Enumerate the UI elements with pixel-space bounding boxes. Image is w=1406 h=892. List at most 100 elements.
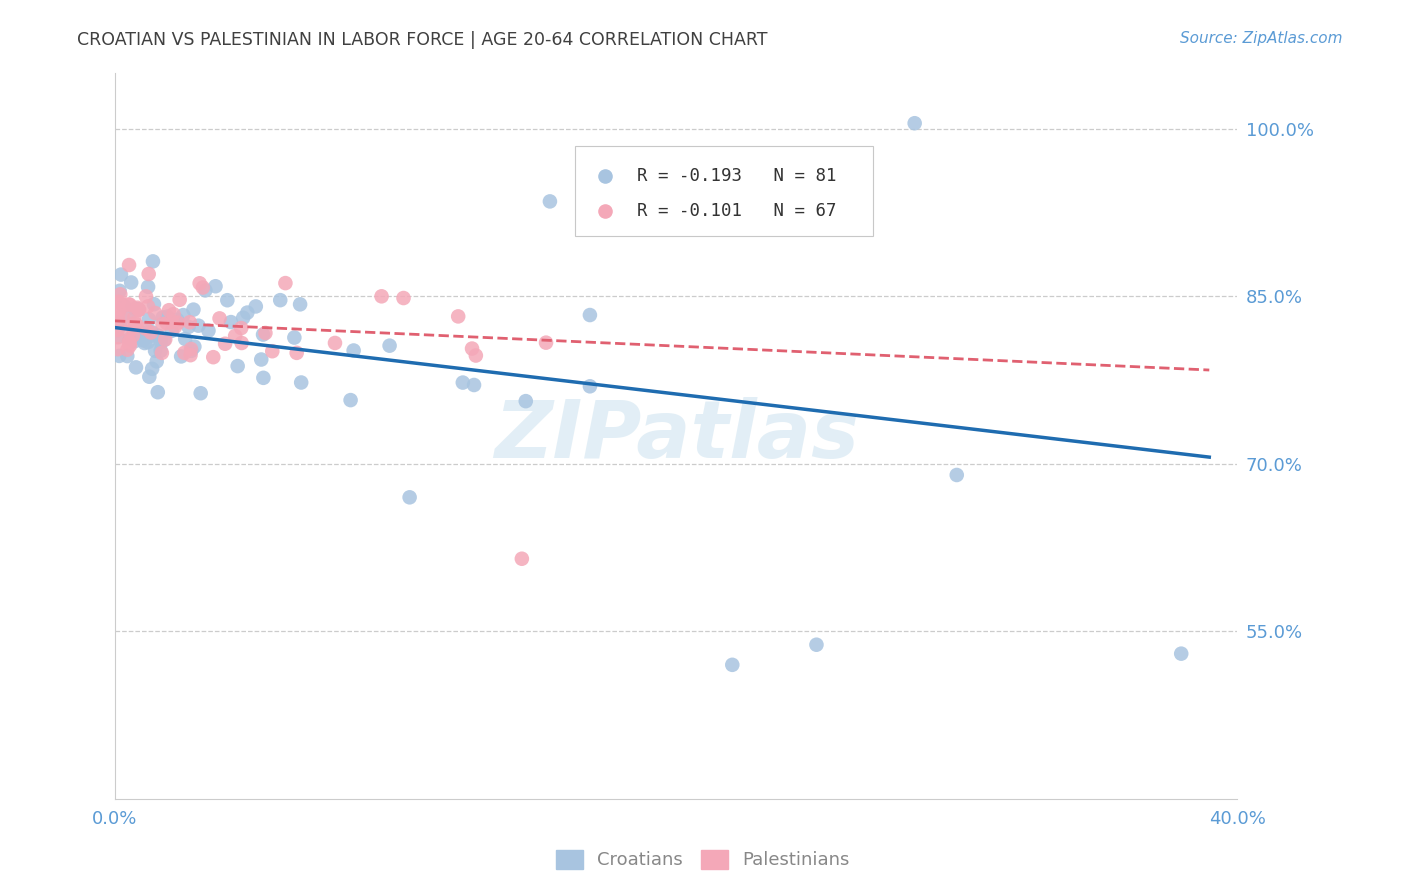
Point: [117, 349, 139, 363]
Point: [217, 293, 239, 308]
Point: [139, 329, 162, 343]
Point: [138, 312, 160, 326]
Legend: Croatians, Palestinians: Croatians, Palestinians: [547, 841, 859, 879]
Point: [125, 318, 148, 332]
Point: [141, 361, 163, 376]
Point: [290, 376, 312, 390]
Point: [118, 338, 141, 352]
Point: [124, 334, 146, 349]
Point: [142, 254, 165, 268]
Point: [118, 258, 141, 272]
Point: [202, 350, 225, 364]
Point: [108, 349, 131, 363]
Point: [463, 378, 485, 392]
Point: [515, 394, 537, 409]
Point: [167, 316, 190, 330]
Point: [179, 315, 201, 329]
Point: [110, 268, 132, 282]
Point: [254, 326, 277, 340]
Point: [118, 310, 141, 324]
Point: [283, 330, 305, 344]
Point: [197, 324, 219, 338]
Point: [538, 194, 561, 209]
Point: [156, 316, 179, 330]
Point: [118, 297, 141, 311]
Point: [107, 330, 129, 344]
Point: [135, 289, 157, 303]
Point: [107, 295, 129, 310]
Point: [1330, 280, 1353, 294]
Point: [224, 329, 246, 343]
Point: [132, 330, 155, 344]
Point: [108, 304, 131, 318]
Point: [231, 336, 253, 351]
Point: [124, 301, 146, 316]
Point: [107, 342, 129, 356]
Point: [378, 339, 401, 353]
Point: [138, 267, 160, 281]
Point: [122, 328, 145, 343]
Point: [285, 346, 308, 360]
Point: [166, 312, 188, 326]
Point: [124, 310, 146, 324]
Point: [142, 297, 165, 311]
Point: [194, 284, 217, 298]
Point: [208, 311, 231, 326]
FancyBboxPatch shape: [575, 145, 873, 236]
Point: [165, 319, 187, 334]
Point: [174, 332, 197, 346]
Point: [132, 333, 155, 347]
Point: [120, 276, 142, 290]
Point: [152, 310, 174, 325]
Text: R = -0.101   N = 67: R = -0.101 N = 67: [637, 202, 837, 220]
Point: [252, 327, 274, 342]
Point: [183, 340, 205, 354]
Text: R = -0.193   N = 81: R = -0.193 N = 81: [637, 167, 837, 185]
Point: [160, 324, 183, 338]
Point: [269, 293, 291, 307]
Point: [250, 352, 273, 367]
Point: [1330, 334, 1353, 348]
Point: [120, 318, 142, 333]
Point: [288, 297, 311, 311]
Point: [153, 333, 176, 347]
Point: [172, 308, 194, 322]
Point: [183, 302, 205, 317]
Point: [226, 359, 249, 373]
Point: [143, 306, 166, 320]
Point: [117, 343, 139, 357]
Point: [323, 335, 346, 350]
Point: [110, 287, 132, 301]
Point: [461, 342, 484, 356]
Point: [118, 298, 141, 312]
Point: [136, 299, 159, 313]
Point: [118, 332, 141, 346]
Point: [141, 326, 163, 340]
Point: [136, 280, 159, 294]
Point: [945, 467, 967, 482]
Point: [579, 308, 602, 322]
Point: [146, 385, 169, 400]
Point: [204, 279, 226, 293]
Point: [107, 302, 129, 317]
Point: [146, 328, 169, 343]
Point: [107, 330, 129, 344]
Point: [128, 302, 150, 317]
Point: [177, 319, 200, 334]
Point: [155, 333, 177, 347]
Point: [721, 657, 744, 672]
Point: [134, 336, 156, 351]
Point: [132, 326, 155, 340]
Point: [245, 300, 267, 314]
Point: [118, 335, 141, 350]
Point: [451, 376, 474, 390]
Point: [339, 393, 361, 408]
Point: [149, 334, 172, 349]
Point: [107, 311, 129, 326]
Point: [236, 305, 259, 319]
Point: [179, 348, 201, 362]
Point: [149, 343, 172, 358]
Point: [219, 315, 242, 329]
Point: [108, 318, 131, 332]
Point: [343, 343, 366, 358]
